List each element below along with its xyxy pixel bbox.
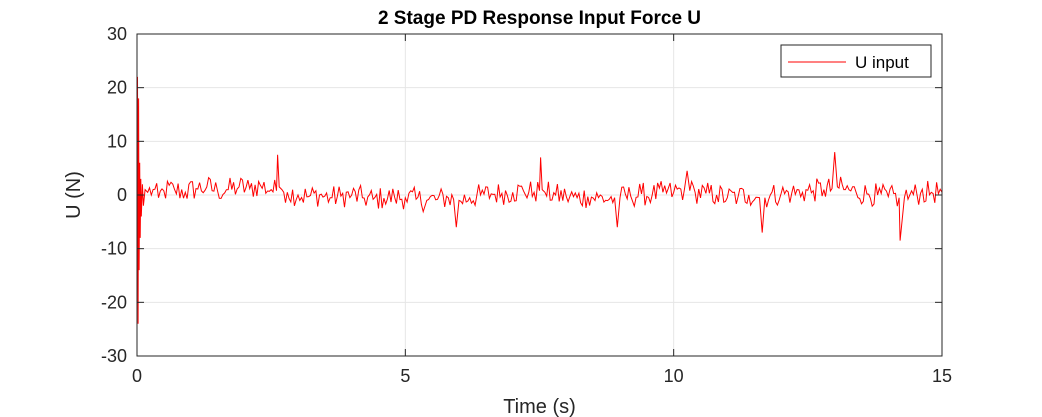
- x-axis-label: Time (s): [503, 396, 576, 417]
- y-tick-label: 10: [107, 131, 127, 151]
- legend: U input: [780, 44, 932, 78]
- tick-labels: 0 5 10 15 -30 -20 -10 0 10 20 30: [101, 24, 952, 386]
- y-tick-label: -30: [101, 346, 127, 366]
- y-tick-label: 0: [117, 185, 127, 205]
- legend-box: [780, 44, 932, 78]
- y-tick-label: 20: [107, 78, 127, 98]
- chart-title: 2 Stage PD Response Input Force U: [378, 8, 701, 29]
- x-tick-label: 10: [664, 366, 684, 386]
- x-tick-label: 0: [132, 366, 142, 386]
- ticks-layer: [136, 33, 943, 357]
- y-tick-label: -20: [101, 292, 127, 312]
- legend-entry-u-input: U input: [855, 53, 909, 72]
- x-tick-label: 5: [400, 366, 410, 386]
- y-tick-label: 30: [107, 24, 127, 44]
- y-tick-label: -10: [101, 239, 127, 259]
- series-line-u-input: [136, 76, 943, 324]
- series-layer: [136, 76, 943, 324]
- y-axis-label: U (N): [63, 171, 85, 219]
- x-tick-label: 15: [932, 366, 952, 386]
